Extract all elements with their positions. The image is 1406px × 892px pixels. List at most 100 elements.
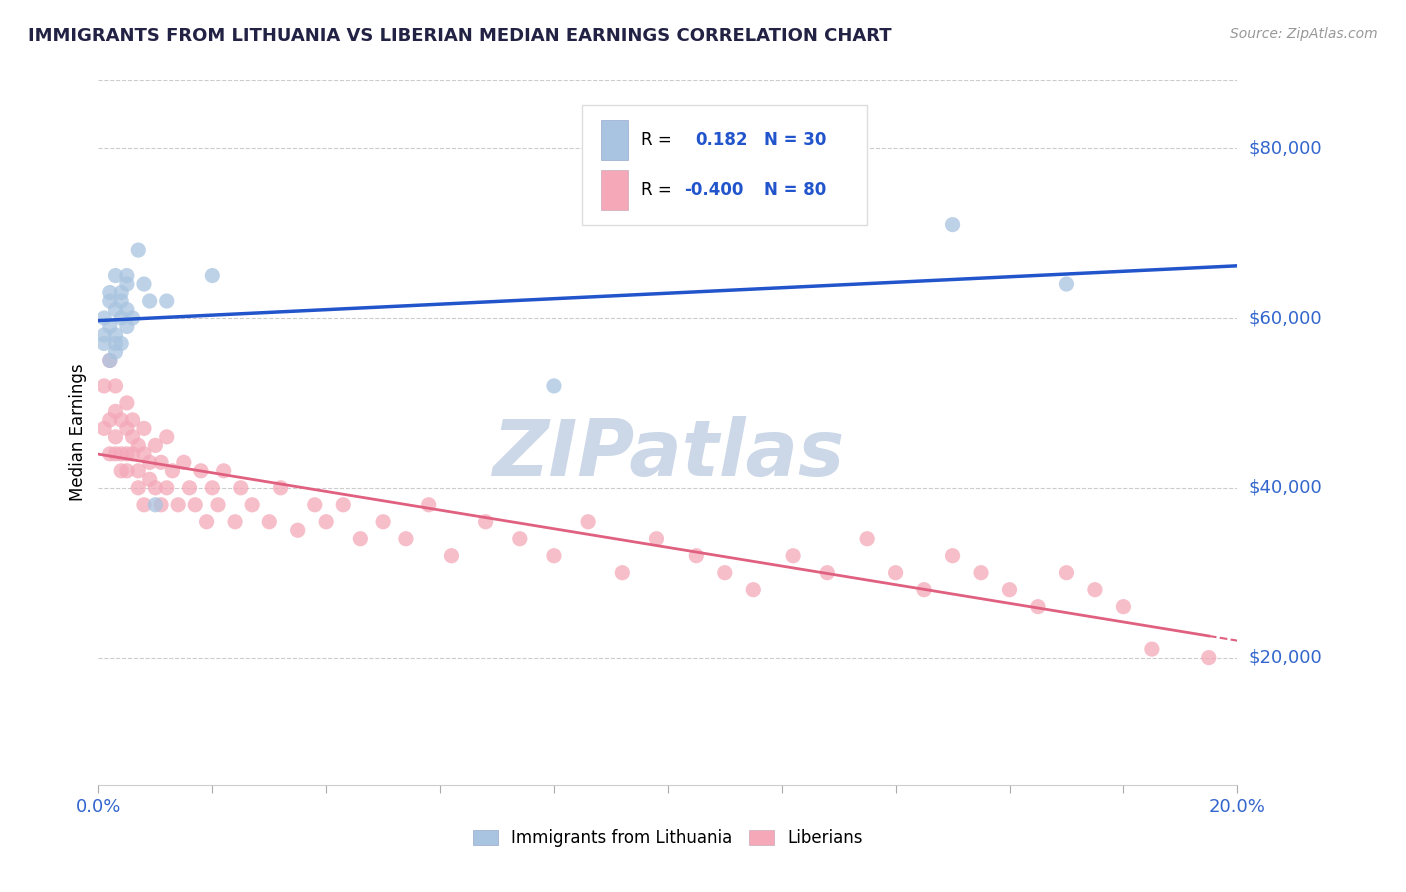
- Text: R =: R =: [641, 131, 671, 149]
- Y-axis label: Median Earnings: Median Earnings: [69, 364, 87, 501]
- Point: [110, 413, 132, 427]
- Point: [332, 498, 354, 512]
- Point: [474, 515, 496, 529]
- Point: [815, 566, 838, 580]
- Point: [127, 464, 149, 478]
- Point: [115, 268, 138, 283]
- Point: [93, 421, 115, 435]
- Point: [1056, 566, 1078, 580]
- Text: R =: R =: [641, 181, 671, 199]
- Point: [115, 319, 138, 334]
- Point: [115, 396, 138, 410]
- Point: [782, 549, 804, 563]
- Point: [612, 566, 634, 580]
- Point: [201, 268, 224, 283]
- Point: [98, 319, 121, 334]
- Point: [1140, 642, 1163, 657]
- Point: [167, 498, 190, 512]
- Point: [121, 311, 143, 326]
- Point: [115, 421, 138, 435]
- Point: [104, 336, 127, 351]
- Text: $60,000: $60,000: [1249, 309, 1322, 327]
- Point: [509, 532, 531, 546]
- Point: [714, 566, 737, 580]
- Point: [942, 218, 965, 232]
- Point: [93, 328, 115, 343]
- Point: [98, 293, 121, 308]
- Point: [150, 455, 173, 469]
- Point: [207, 498, 229, 512]
- Point: [115, 302, 138, 317]
- Point: [190, 464, 212, 478]
- Point: [150, 498, 173, 512]
- Point: [970, 566, 993, 580]
- Text: -0.400: -0.400: [683, 181, 744, 199]
- Point: [115, 464, 138, 478]
- Point: [440, 549, 463, 563]
- Point: [145, 438, 167, 452]
- Point: [1084, 582, 1107, 597]
- Point: [115, 447, 138, 461]
- Point: [349, 532, 371, 546]
- Point: [104, 268, 127, 283]
- Point: [110, 311, 132, 326]
- Text: ZIPatlas: ZIPatlas: [492, 416, 844, 491]
- Text: IMMIGRANTS FROM LITHUANIA VS LIBERIAN MEDIAN EARNINGS CORRELATION CHART: IMMIGRANTS FROM LITHUANIA VS LIBERIAN ME…: [28, 27, 891, 45]
- Text: $20,000: $20,000: [1249, 648, 1322, 666]
- Text: N = 30: N = 30: [763, 131, 825, 149]
- Point: [942, 549, 965, 563]
- FancyBboxPatch shape: [600, 120, 628, 161]
- Point: [145, 481, 167, 495]
- Point: [912, 582, 935, 597]
- Point: [104, 430, 127, 444]
- Point: [418, 498, 440, 512]
- Text: $80,000: $80,000: [1249, 139, 1322, 157]
- Point: [132, 421, 155, 435]
- Text: $40,000: $40,000: [1249, 479, 1322, 497]
- Point: [121, 430, 143, 444]
- Point: [184, 498, 207, 512]
- Point: [156, 481, 179, 495]
- Point: [145, 498, 167, 512]
- Point: [287, 523, 309, 537]
- Point: [373, 515, 395, 529]
- Point: [121, 447, 143, 461]
- Point: [856, 532, 879, 546]
- Point: [132, 447, 155, 461]
- Point: [138, 472, 160, 486]
- Point: [132, 277, 155, 291]
- Point: [576, 515, 599, 529]
- Point: [132, 498, 155, 512]
- Point: [138, 455, 160, 469]
- Point: [121, 413, 143, 427]
- Point: [1026, 599, 1049, 614]
- Point: [104, 404, 127, 418]
- Point: [127, 438, 149, 452]
- Point: [98, 447, 121, 461]
- Point: [195, 515, 218, 529]
- Point: [156, 430, 179, 444]
- Point: [1056, 277, 1078, 291]
- FancyBboxPatch shape: [600, 169, 628, 210]
- Point: [127, 481, 149, 495]
- FancyBboxPatch shape: [582, 105, 868, 225]
- Point: [259, 515, 281, 529]
- Point: [685, 549, 707, 563]
- Point: [98, 353, 121, 368]
- Point: [162, 464, 184, 478]
- Point: [98, 413, 121, 427]
- Point: [304, 498, 326, 512]
- Point: [1198, 650, 1220, 665]
- Point: [93, 336, 115, 351]
- Point: [212, 464, 235, 478]
- Point: [270, 481, 292, 495]
- Point: [543, 549, 565, 563]
- Point: [395, 532, 418, 546]
- Point: [998, 582, 1021, 597]
- Point: [104, 345, 127, 359]
- Point: [110, 464, 132, 478]
- Point: [104, 302, 127, 317]
- Text: Source: ZipAtlas.com: Source: ZipAtlas.com: [1230, 27, 1378, 41]
- Point: [110, 336, 132, 351]
- Text: N = 80: N = 80: [763, 181, 825, 199]
